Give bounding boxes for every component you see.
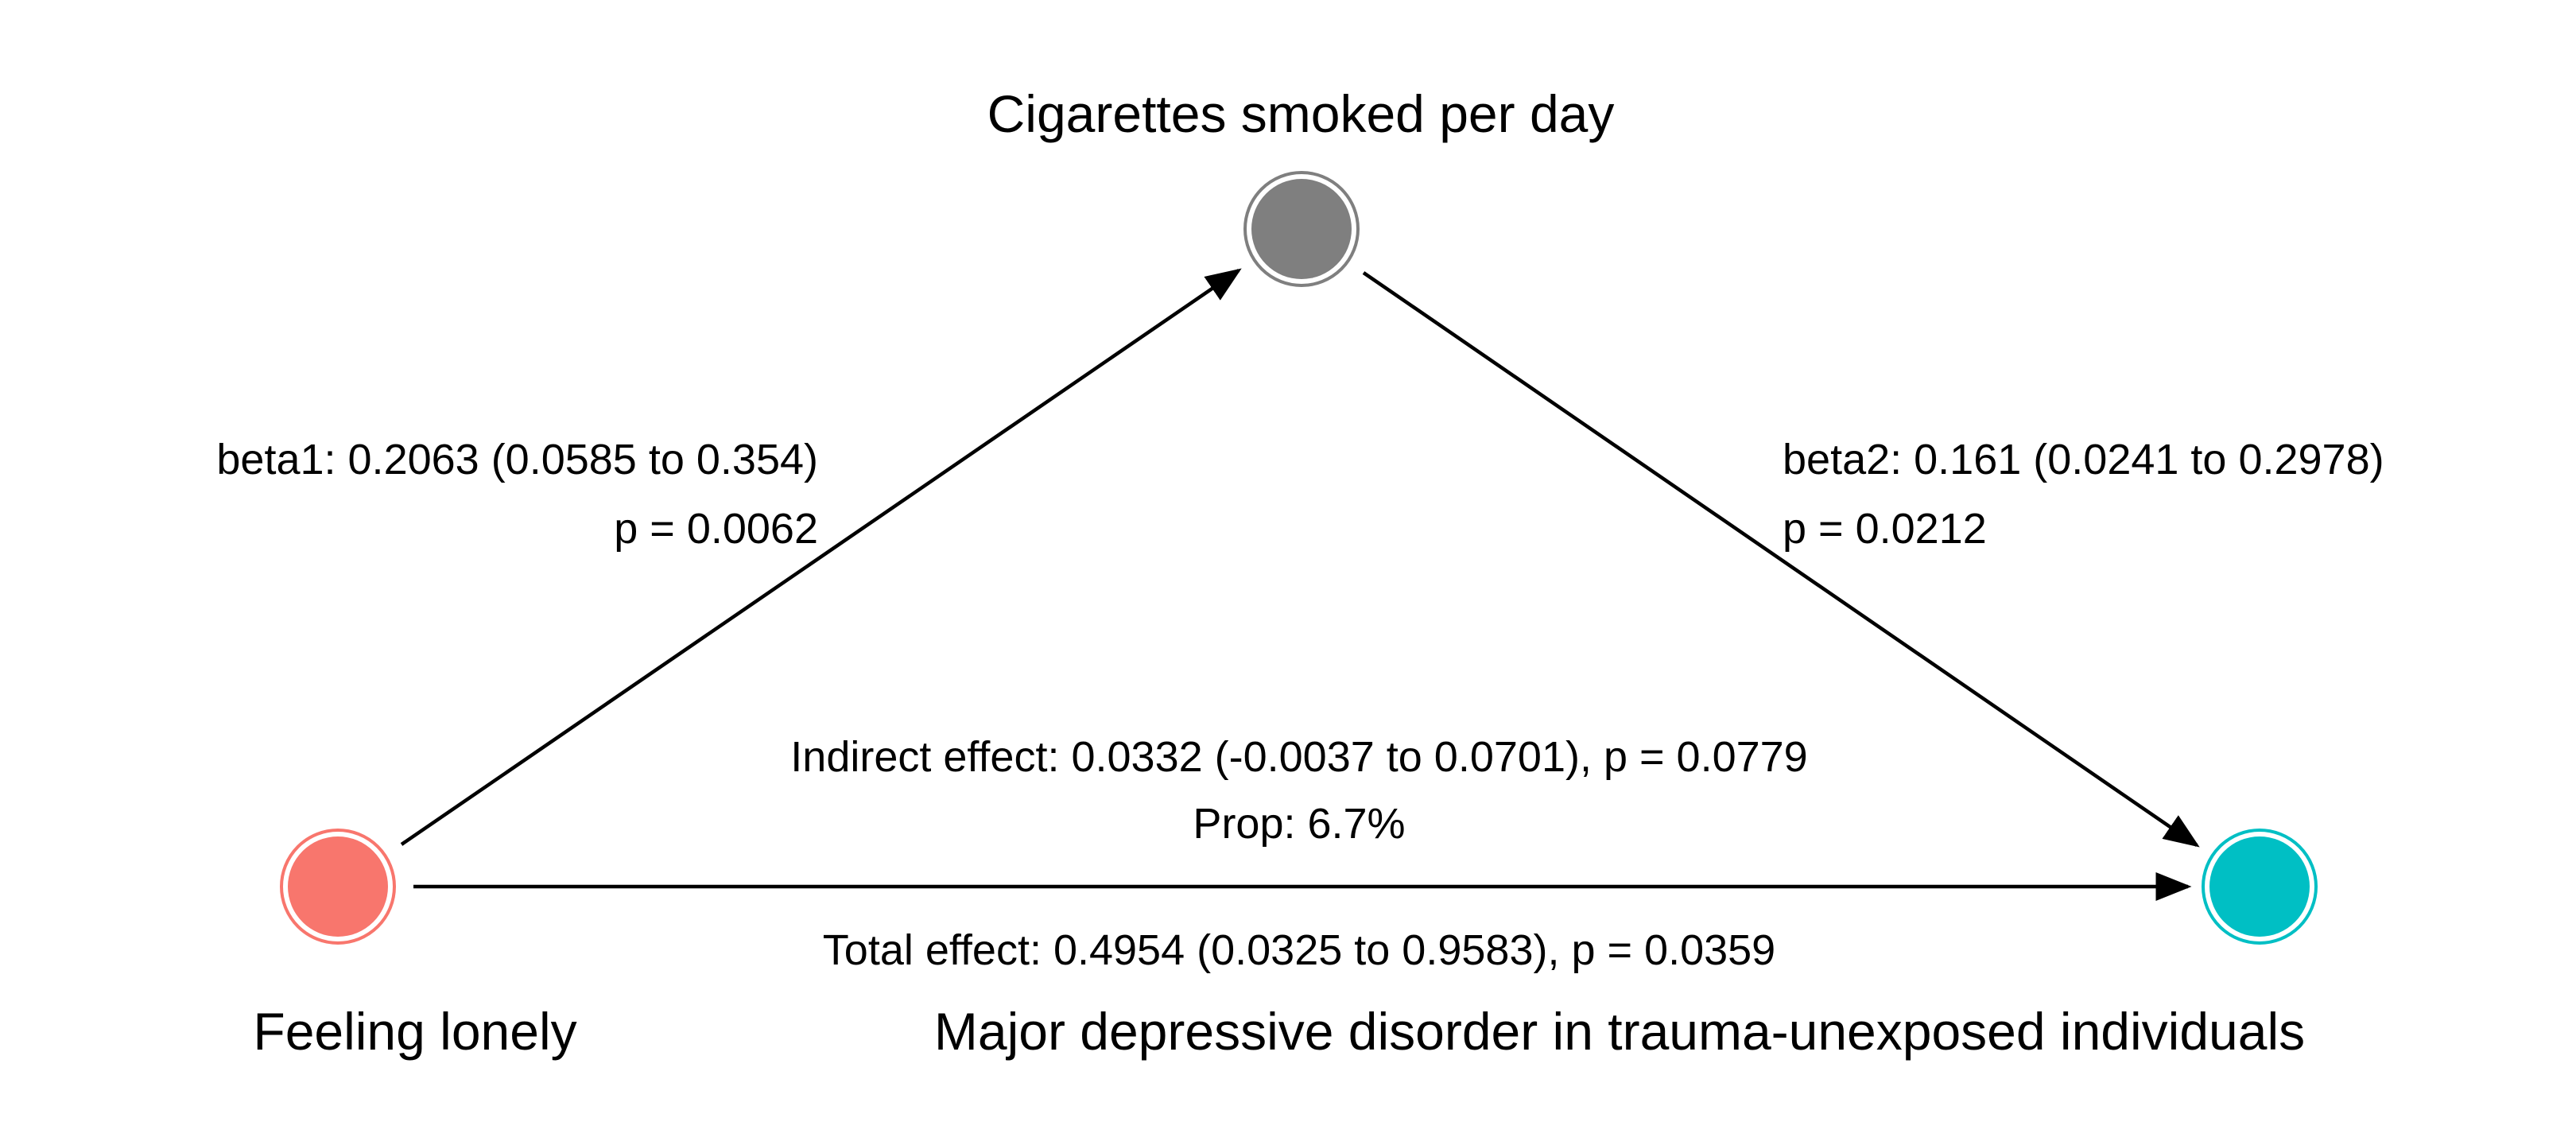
outcome-label: Major depressive disorder in trauma-unex… [934, 1002, 2305, 1061]
beta1-estimate-label: beta1: 0.2063 (0.0585 to 0.354) [216, 436, 818, 483]
beta1-arrow [400, 268, 1242, 846]
beta1-p-label: p = 0.0062 [614, 505, 818, 553]
exposure-node [280, 829, 396, 945]
beta2-estimate-label: beta2: 0.161 (0.0241 to 0.2978) [1783, 436, 2384, 483]
outcome-node-circle [2209, 836, 2310, 937]
exposure-label: Feeling lonely [253, 1002, 576, 1061]
beta2-p-label: p = 0.0212 [1783, 505, 1987, 553]
indirect-effect-label: Indirect effect: 0.0332 (-0.0037 to 0.07… [790, 733, 1807, 781]
mediator-node-circle [1251, 179, 1352, 279]
mediator-node [1243, 171, 1360, 287]
outcome-node [2202, 829, 2318, 945]
exposure-node-circle [288, 836, 388, 937]
mediator-label: Cigarettes smoked per day [987, 84, 1615, 143]
total-effect-label: Total effect: 0.4954 (0.0325 to 0.9583),… [823, 926, 1775, 974]
proportion-mediated-label: Prop: 6.7% [1193, 800, 1405, 848]
beta2-arrow [1362, 271, 2200, 848]
